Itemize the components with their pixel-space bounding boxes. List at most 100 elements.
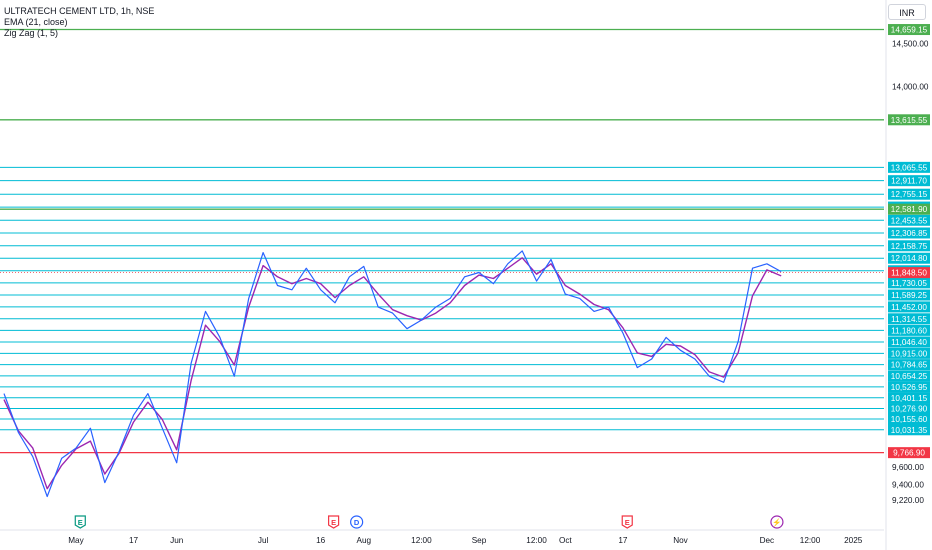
y-tick-3: 9,400.00: [892, 480, 924, 489]
level-cyan-18-label: 10,526.95: [891, 383, 928, 392]
level-cyan-16-tag: [888, 359, 930, 371]
level-green-0-label: 14,659.15: [891, 26, 928, 35]
event-marker-1[interactable]: E: [328, 515, 340, 529]
series-line-1: [3, 250, 782, 498]
y-tick-0: 14,500.00: [892, 39, 929, 48]
level-cyan-15-tag: [888, 347, 930, 359]
symbol-title[interactable]: ULTRATECH CEMENT LTD, 1h, NSE: [4, 6, 155, 16]
x-tick-11: Nov: [673, 536, 688, 545]
level-cyan-2-label: 12,755.15: [891, 190, 928, 199]
level-green-1-label: 13,615.55: [891, 116, 928, 125]
x-tick-1: 17: [129, 536, 139, 545]
event-symbol-1: E: [331, 518, 336, 527]
level-cyan-14-label: 11,046.40: [891, 338, 927, 347]
x-tick-6: 12:00: [411, 536, 432, 545]
event-symbol-0: E: [78, 518, 83, 527]
event-markers: E E D E ⚡: [74, 515, 784, 529]
level-cyan-10-label: 11,589.25: [891, 291, 927, 300]
level-cyan-4-tag: [888, 214, 930, 226]
level-cyan-1-label: 12,911.70: [891, 177, 927, 186]
level-green-2-label: 12,581.90: [891, 205, 928, 214]
level-cyan-0-tag: [888, 161, 930, 173]
level-green-1-tag: [888, 114, 930, 126]
series-line-0: [3, 257, 782, 490]
event-symbol-4: ⚡: [772, 518, 781, 527]
level-cyan-13-tag: [888, 324, 930, 336]
level-green-2-tag: [888, 203, 930, 215]
level-cyan-22-tag: [888, 424, 930, 436]
price-axis: 13,065.5512,911.7012,755.1512,606.4012,4…: [885, 0, 930, 550]
currency-button[interactable]: INR: [888, 4, 926, 20]
level-cyan-9-tag: [888, 277, 930, 289]
last-price-label: 11,848.50: [891, 269, 927, 278]
event-marker-4[interactable]: ⚡: [770, 515, 784, 529]
event-marker-3[interactable]: E: [621, 515, 633, 529]
level-cyan-10-tag: [888, 289, 930, 301]
y-tick-2: 9,600.00: [892, 463, 924, 472]
level-cyan-11-label: 11,452.00: [891, 303, 927, 312]
level-cyan-22-label: 10,031.35: [891, 426, 928, 435]
level-cyan-18-tag: [888, 381, 930, 393]
x-tick-9: Oct: [559, 536, 572, 545]
ema-indicator-label[interactable]: EMA (21, close): [4, 17, 68, 27]
level-red-0-label: 9,766.90: [893, 449, 925, 458]
level-cyan-0-label: 13,065.55: [891, 163, 928, 172]
event-badge-1: [328, 515, 340, 529]
level-cyan-14-tag: [888, 336, 930, 348]
level-cyan-12-label: 11,314.55: [891, 315, 927, 324]
level-cyan-19-tag: [888, 392, 930, 404]
level-cyan-19-label: 10,401.15: [891, 394, 928, 403]
level-cyan-21-label: 10,155.60: [891, 415, 928, 424]
level-cyan-1-tag: [888, 175, 930, 187]
level-cyan-7-label: 12,014.80: [891, 254, 928, 263]
level-cyan-20-label: 10,276.90: [891, 405, 928, 414]
chart-legend: ULTRATECH CEMENT LTD, 1h, NSE EMA (21, c…: [4, 6, 154, 39]
x-tick-5: Aug: [357, 536, 372, 545]
level-cyan-9-label: 11,730.05: [891, 279, 927, 288]
level-cyan-13-label: 11,180.60: [891, 326, 927, 335]
level-cyan-11-tag: [888, 301, 930, 313]
event-circle-2: [350, 515, 364, 529]
x-tick-14: 2025: [844, 536, 863, 545]
x-tick-12: Dec: [760, 536, 775, 545]
level-cyan-20-tag: [888, 403, 930, 415]
series-lines: [3, 250, 782, 498]
x-tick-13: 12:00: [800, 536, 821, 545]
level-cyan-6-tag: [888, 240, 930, 252]
event-marker-0[interactable]: E: [74, 515, 86, 529]
x-tick-3: Jul: [258, 536, 269, 545]
horizontal-levels: [0, 28, 884, 454]
y-tick-4: 9,220.00: [892, 496, 924, 505]
level-cyan-6-label: 12,158.75: [891, 242, 928, 251]
x-tick-2: Jun: [170, 536, 184, 545]
level-cyan-16-label: 10,784.65: [891, 361, 928, 370]
level-cyan-5-tag: [888, 227, 930, 239]
level-cyan-2-tag: [888, 188, 930, 200]
level-cyan-21-tag: [888, 413, 930, 425]
event-circle-4: [770, 515, 784, 529]
level-green-0-tag: [888, 24, 930, 36]
level-red-0-tag: [888, 447, 930, 459]
level-cyan-7-tag: [888, 252, 930, 264]
event-badge-0: [74, 515, 86, 529]
x-tick-0: May: [68, 536, 84, 545]
level-cyan-4-label: 12,453.55: [891, 216, 928, 225]
zigzag-indicator-label[interactable]: Zig Zag (1, 5): [4, 28, 59, 38]
x-tick-8: 12:00: [526, 536, 547, 545]
level-cyan-5-label: 12,306.85: [891, 229, 928, 238]
time-axis: May 17 Jun Jul 16 Aug 12:00 Sep 12:00 Oct 17 Nov Dec…: [0, 529, 884, 545]
level-cyan-17-label: 10,654.25: [891, 372, 928, 381]
event-badge-3: [621, 515, 633, 529]
x-tick-4: 16: [316, 536, 326, 545]
level-cyan-12-tag: [888, 313, 930, 325]
last-price-tag: [888, 267, 930, 279]
level-cyan-17-tag: [888, 370, 930, 382]
y-tick-1: 14,000.00: [892, 83, 929, 92]
event-symbol-2: D: [354, 518, 360, 527]
event-symbol-3: E: [625, 518, 630, 527]
level-cyan-15-label: 10,915.00: [891, 349, 928, 358]
x-tick-7: Sep: [472, 536, 487, 545]
event-marker-2[interactable]: D: [350, 515, 364, 529]
x-tick-10: 17: [618, 536, 628, 545]
